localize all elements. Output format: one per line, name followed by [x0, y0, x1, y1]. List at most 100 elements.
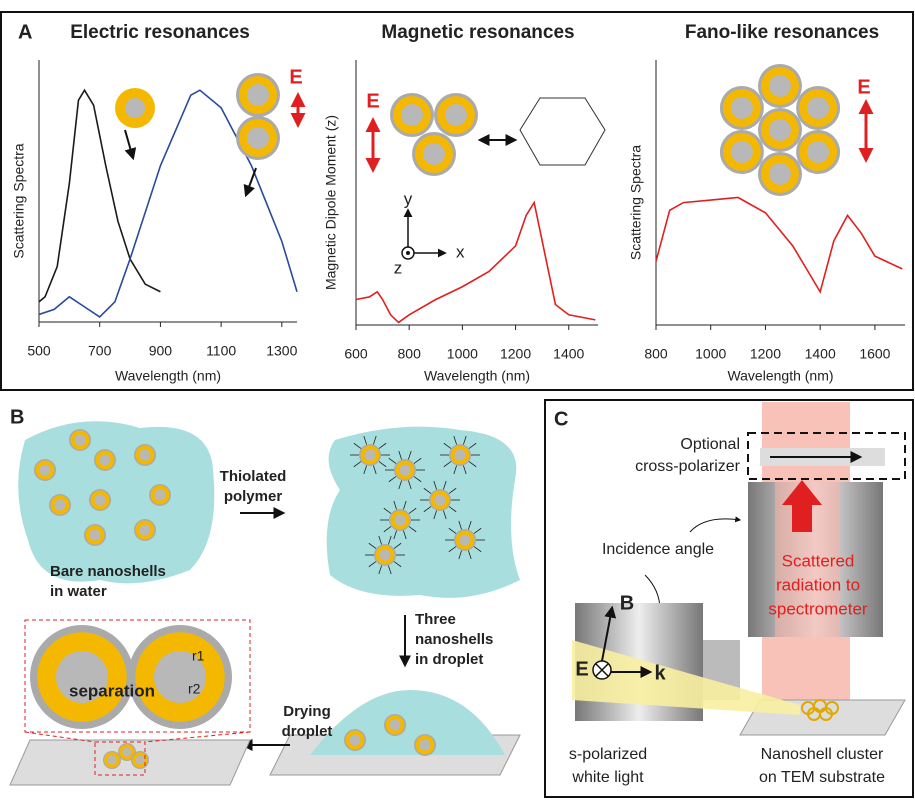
polymer	[408, 507, 417, 514]
x-axis-label: Wavelength (nm)	[115, 368, 221, 384]
label: in droplet	[415, 651, 483, 668]
polymer	[463, 435, 467, 445]
label: s-polarized	[569, 746, 647, 763]
x-tick-label: 900	[149, 343, 173, 359]
polymer	[388, 476, 397, 483]
polymer	[353, 442, 362, 449]
label: separation	[69, 681, 155, 700]
label: radiation to	[776, 575, 860, 594]
polymer	[448, 527, 457, 534]
x-tick-label: 800	[644, 346, 668, 362]
cluster	[819, 707, 833, 721]
nanoshell-core	[107, 755, 117, 765]
y-axis-label: Scattering Spectra	[628, 145, 644, 260]
droplet	[18, 421, 215, 584]
annotation: E	[366, 90, 379, 112]
axis-icon	[406, 251, 410, 255]
label: nanoshells	[415, 631, 493, 648]
polymer	[423, 487, 432, 494]
label: Incidence angle	[602, 541, 714, 558]
line-series	[38, 88, 161, 303]
polymer	[453, 435, 457, 445]
label: r1	[192, 648, 205, 664]
nanoshell-core	[730, 97, 753, 119]
nanoshell-core	[434, 494, 446, 506]
nanoshell-core	[399, 464, 411, 476]
nanoshell-core	[807, 97, 830, 119]
panel-label: B	[10, 406, 24, 428]
nanoshell-core	[454, 449, 466, 461]
x-tick-label: 1400	[553, 346, 584, 362]
label: in water	[50, 583, 107, 600]
x-tick-label: 1200	[750, 346, 781, 362]
polymer	[368, 561, 377, 568]
y-axis-label: Magnetic Dipole Moment (z)	[323, 115, 339, 290]
nanoshell-core	[247, 84, 269, 106]
nanoshell-core	[389, 719, 401, 731]
polymer	[443, 461, 452, 468]
polymer	[393, 530, 397, 540]
label: white light	[571, 769, 644, 786]
x-tick-label: 500	[27, 343, 51, 359]
polymer	[403, 500, 407, 510]
panel-c-frame	[544, 399, 914, 798]
chart-title: Magnetic resonances	[381, 22, 574, 43]
nanoshell-core	[139, 524, 151, 536]
nanoshell-core	[54, 499, 66, 511]
label: k	[654, 662, 666, 684]
nanoshell-core	[459, 534, 471, 546]
arrow-up	[782, 480, 822, 532]
x-axis-label: Wavelength (nm)	[424, 368, 530, 384]
nanoshell-core	[74, 434, 86, 446]
arrow	[243, 167, 257, 198]
polymer	[468, 550, 472, 560]
polymer	[468, 442, 477, 449]
nanoshell-core	[364, 449, 376, 461]
zoom-line	[144, 731, 251, 743]
polymer	[398, 450, 402, 460]
polymer	[413, 457, 422, 464]
x-tick-label: 1300	[266, 343, 297, 359]
nanoshell-core	[349, 734, 361, 746]
polymer	[448, 546, 457, 553]
polymer	[433, 480, 437, 490]
nanoshell-core	[247, 127, 269, 149]
label: Bare nanoshells	[50, 563, 166, 580]
nanoshell-core	[99, 454, 111, 466]
nanoshell-core	[730, 141, 753, 163]
polymer	[473, 546, 482, 553]
y-axis-label: Scattering Spectra	[11, 143, 27, 258]
nanoshell-core	[807, 141, 830, 163]
label: Drying	[283, 703, 331, 720]
x-tick-label: 700	[88, 343, 112, 359]
circuit	[519, 97, 606, 166]
polymer	[423, 506, 432, 513]
polymer	[433, 510, 437, 520]
nanoshell-core	[379, 549, 391, 561]
substrate	[9, 739, 251, 786]
panel-a-frame	[0, 11, 914, 391]
e-symbol	[595, 663, 609, 677]
nanoshell-core	[769, 163, 791, 185]
polymer	[408, 450, 412, 460]
x-tick-label: 1600	[859, 346, 890, 362]
polymer	[383, 526, 392, 533]
nanoshell-core	[423, 143, 445, 165]
x-tick-label: 1400	[805, 346, 836, 362]
label: E	[575, 658, 588, 680]
zoom-line	[24, 731, 96, 743]
nanoshell-core	[419, 739, 431, 751]
label: Scattered	[782, 551, 855, 570]
polymer	[443, 442, 452, 449]
annotation: E	[857, 76, 870, 98]
droplet	[326, 426, 520, 598]
polymer	[388, 535, 392, 545]
polymer	[393, 542, 402, 549]
polymer	[388, 457, 397, 464]
chart-title: Electric resonances	[70, 22, 250, 43]
nanoshell-core	[769, 75, 791, 97]
line-series	[655, 196, 903, 294]
polymer	[468, 461, 477, 468]
polymer	[408, 526, 417, 533]
x-tick-label: 1100	[206, 343, 236, 359]
